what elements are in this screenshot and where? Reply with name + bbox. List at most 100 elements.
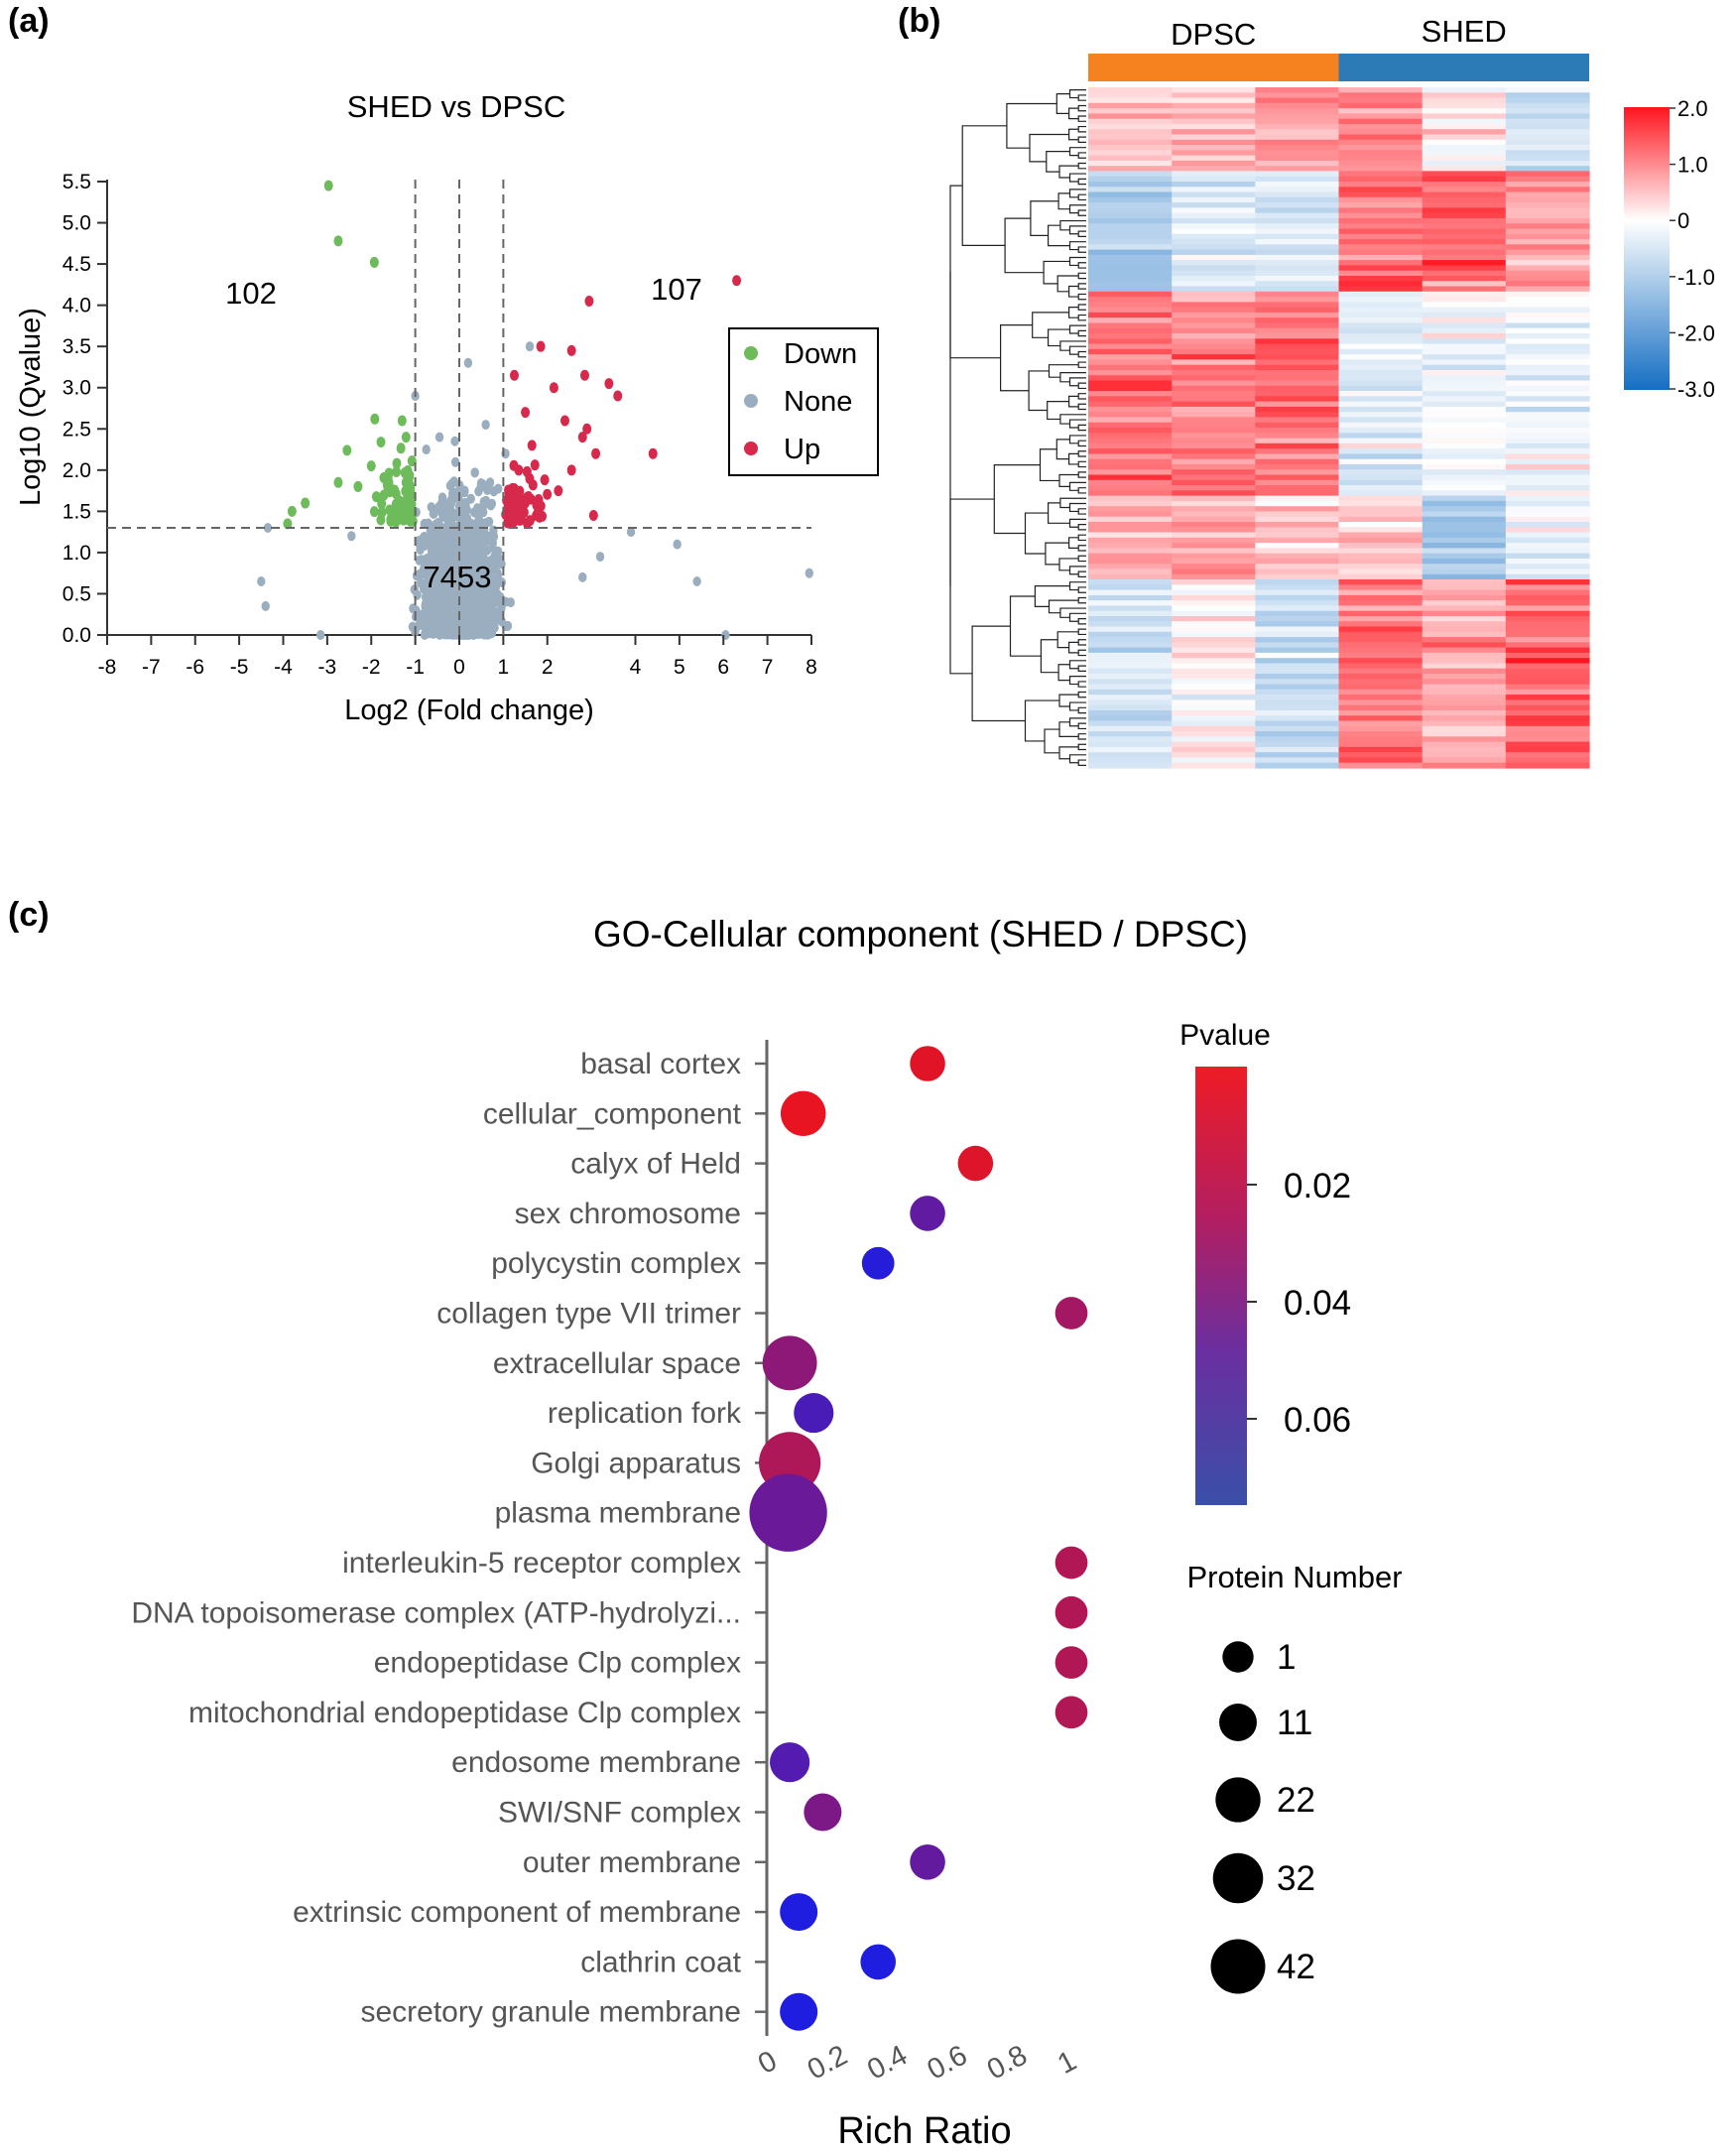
heatmap-cell (1172, 621, 1256, 628)
heatmap-cell (1255, 327, 1340, 334)
heatmap-cell (1338, 118, 1424, 125)
go-bubble (780, 1992, 818, 2031)
heatmap-cell (1338, 658, 1424, 665)
heatmap-cell (1255, 516, 1340, 523)
heatmap-cell (1088, 97, 1173, 104)
heatmap-cell (1172, 160, 1256, 167)
heatmap-cell (1255, 417, 1340, 424)
dendrogram-branch (1004, 217, 1045, 274)
heatmap-cell (1422, 626, 1507, 633)
heatmap-cell (1422, 652, 1507, 659)
heatmap-cell (1088, 191, 1173, 198)
heatmap-cell (1255, 291, 1340, 298)
heatmap-cell (1338, 605, 1424, 612)
heatmap-cell (1338, 150, 1424, 157)
heatmap-cell (1172, 364, 1256, 371)
heatmap-cell (1505, 506, 1590, 513)
heatmap-cell (1255, 579, 1340, 585)
heatmap-cell (1255, 741, 1340, 748)
heatmap-cell (1338, 333, 1424, 339)
heatmap-cell (1338, 182, 1424, 188)
heatmap-cell (1505, 762, 1590, 769)
heatmap-cell (1338, 239, 1424, 245)
dendrogram-branch (1048, 599, 1079, 614)
heatmap-cell (1505, 150, 1590, 157)
heatmap-cell (1172, 569, 1256, 575)
heatmap-cell (1422, 270, 1507, 277)
go-title: GO-Cellular component (SHED / DPSC) (593, 914, 1248, 954)
heatmap-cell (1505, 182, 1590, 188)
heatmap-cell (1422, 458, 1507, 465)
group-label-shed: SHED (1422, 14, 1507, 49)
dendrogram-branch (1068, 307, 1079, 318)
dendrogram-branch (961, 125, 1007, 246)
data-point-none (464, 599, 473, 610)
y-tick-label: 5.0 (62, 212, 91, 235)
heatmap-cell (1422, 113, 1507, 120)
data-point-none (692, 575, 701, 586)
dendrogram-branch (1077, 524, 1086, 531)
heatmap-cell (1172, 291, 1256, 298)
heatmap-cell (1422, 762, 1507, 769)
heatmap-cell (1255, 281, 1340, 288)
y-tick-label: 2.0 (62, 459, 91, 482)
heatmap-cell (1505, 668, 1590, 675)
dendrogram-branch (1077, 246, 1086, 253)
heatmap-cell (1505, 689, 1590, 696)
heatmap-cell (1172, 736, 1256, 743)
heatmap-cell (1422, 511, 1507, 518)
heatmap-cell (1088, 704, 1173, 711)
heatmap-cell (1422, 663, 1507, 670)
data-point-none (412, 570, 422, 581)
heatmap-cell (1172, 537, 1256, 544)
pvalue-tick-label: 0.06 (1284, 1401, 1351, 1440)
data-point-up (525, 515, 535, 527)
heatmap-cell (1255, 202, 1340, 208)
heatmap-cell (1172, 616, 1256, 622)
heatmap-cell (1172, 207, 1256, 214)
heatmap-cell (1088, 139, 1173, 146)
dendrogram-branch (1059, 219, 1086, 231)
data-point-down (401, 432, 411, 443)
heatmap-cell (1338, 327, 1424, 334)
data-point-none (422, 444, 431, 455)
go-term-label: cellular_component (483, 1097, 742, 1130)
heatmap-cell (1422, 118, 1507, 125)
data-point-none (489, 531, 499, 542)
dendrogram-branch (1077, 722, 1086, 730)
dendrogram-branch (971, 625, 1026, 722)
data-point-up (504, 484, 514, 496)
heatmap-cell (1422, 343, 1507, 350)
data-point-up (530, 459, 540, 471)
count-down: 102 (225, 276, 277, 311)
heatmap-cell (1255, 616, 1340, 622)
heatmap-cell (1505, 406, 1590, 413)
heatmap-cell (1338, 463, 1424, 470)
data-point-up (522, 465, 532, 477)
data-point-none (485, 477, 495, 488)
dendrogram-branch (1077, 534, 1086, 542)
size-legend-label: 42 (1277, 1948, 1315, 1986)
heatmap-cell (1505, 746, 1590, 753)
heatmap-cell (1255, 668, 1340, 675)
data-point-up (527, 440, 537, 451)
heatmap-cell (1505, 548, 1590, 555)
data-point-up (543, 488, 553, 500)
heatmap-cell (1422, 710, 1507, 716)
heatmap-cell (1422, 145, 1507, 151)
dendrogram-branch (1030, 200, 1059, 237)
heatmap-cell (1255, 553, 1340, 560)
heatmap-cell (1338, 139, 1424, 146)
heatmap-cell (1172, 674, 1256, 680)
heatmap-cell (1338, 343, 1424, 350)
heatmap-cell (1172, 584, 1256, 591)
heatmap-cell (1255, 573, 1340, 580)
heatmap-cell (1255, 322, 1340, 329)
heatmap-cell (1422, 453, 1507, 460)
heatmap-cell (1172, 689, 1256, 696)
heatmap-cell (1088, 428, 1173, 434)
heatmap-cell (1505, 674, 1590, 680)
heatmap-cell (1505, 223, 1590, 230)
dendrogram-branch (1077, 508, 1086, 515)
dendrogram-branch (1077, 440, 1086, 447)
